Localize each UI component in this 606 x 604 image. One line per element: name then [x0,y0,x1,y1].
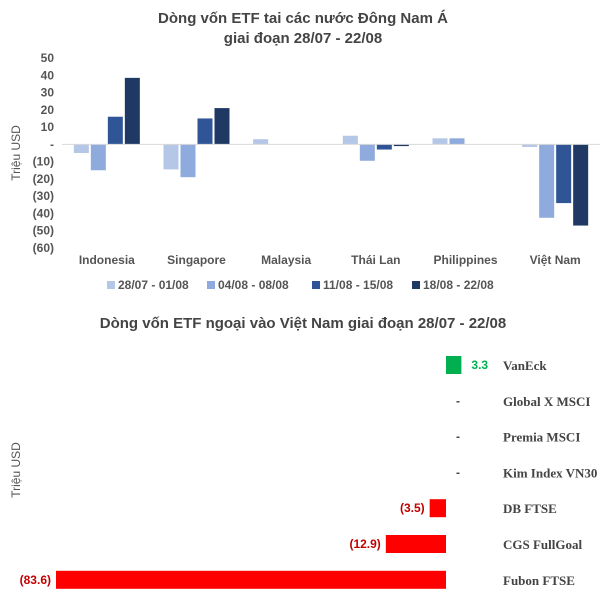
chart1-legend-label: 18/08 - 22/08 [423,278,494,292]
sea-etf-flow-chart: Dòng vốn ETF tai các nước Đông Nam Á gia… [9,10,600,292]
chart1-category-label: Philippines [433,253,497,267]
chart1-y-tick-label: (50) [33,224,54,238]
chart1-bar [556,144,572,204]
chart2-category-label: Kim Index VN30 [503,465,597,480]
chart2-data-label: (12.9) [349,537,380,551]
chart2-category-label: Premia MSCI [503,430,580,445]
chart1-y-tick-label: (10) [33,155,54,169]
chart1-y-tick-label: - [50,137,54,151]
chart2-title: Dòng vốn ETF ngoại vào Việt Nam giai đoạ… [100,315,507,332]
chart1-y-tick-label: (20) [33,172,54,186]
chart1-legend-swatch [412,281,420,289]
chart2-category-label: DB FTSE [503,501,557,516]
chart1-category-label: Thái Lan [351,253,400,267]
chart1-bar [573,144,589,226]
chart2-data-label: 3.3 [471,358,488,372]
chart1-y-tick-label: 40 [41,68,55,82]
chart1-bar [180,144,196,178]
chart2-bar [446,356,462,374]
chart2-data-label: (83.6) [20,573,51,587]
chart2-category-label: VanEck [503,358,547,373]
chart2-category-label: CGS FullGoal [503,537,582,552]
chart1-bar [393,144,409,147]
chart1-bar [376,144,392,150]
chart2-bar [385,535,446,553]
chart1-title-line1: Dòng vốn ETF tai các nước Đông Nam Á [158,10,448,27]
chart1-bar [432,138,448,145]
chart2-bar [56,570,446,589]
chart1-category-label: Indonesia [79,253,135,267]
chart1-legend-swatch [107,281,115,289]
chart1-category-label: Malaysia [261,253,311,267]
chart2-data-label: - [456,394,460,408]
chart1-bar [73,144,89,153]
chart1-bar [197,118,213,145]
chart1-y-tick-label: 30 [41,86,55,100]
chart1-bar [107,116,123,145]
chart2-data-label: - [456,465,460,479]
chart1-category-label: Singapore [167,253,226,267]
chart1-y-tick-label: 10 [41,120,55,134]
chart2-category-label: Global X MSCI [503,394,590,409]
chart1-bar [253,139,269,145]
chart1-bar [539,144,555,218]
chart1-bar [522,144,538,147]
chart1-bar [214,108,230,145]
chart1-y-axis-label: Triệu USD [9,125,23,181]
chart1-y-tick-label: (40) [33,206,54,220]
chart1-bar [163,144,179,170]
chart1-y-tick-label: 50 [41,51,55,65]
chart1-bar [449,138,465,145]
chart1-legend-label: 28/07 - 01/08 [118,278,189,292]
chart2-data-label: - [456,430,460,444]
chart1-bar [342,135,358,145]
chart2-category-label: Fubon FTSE [503,573,575,588]
chart1-legend-swatch [312,281,320,289]
chart1-bar [124,77,140,145]
chart2-bar [429,499,446,518]
chart2-y-axis-label: Triệu USD [9,442,23,498]
chart1-bar [90,144,106,171]
chart1-y-tick-label: 20 [41,103,55,117]
vietnam-etf-flow-chart: Dòng vốn ETF ngoại vào Việt Nam giai đoạ… [9,315,597,589]
chart1-legend-label: 11/08 - 15/08 [323,278,393,292]
chart1-legend-label: 04/08 - 08/08 [218,278,289,292]
chart1-bar [359,144,375,161]
chart1-y-tick-label: (60) [33,241,54,255]
chart1-category-label: Việt Nam [530,253,581,267]
chart1-title-line2: giai đoạn 28/07 - 22/08 [224,30,382,47]
chart1-y-tick-label: (30) [33,189,54,203]
chart2-data-label: (3.5) [400,501,425,515]
chart1-legend-swatch [207,281,215,289]
